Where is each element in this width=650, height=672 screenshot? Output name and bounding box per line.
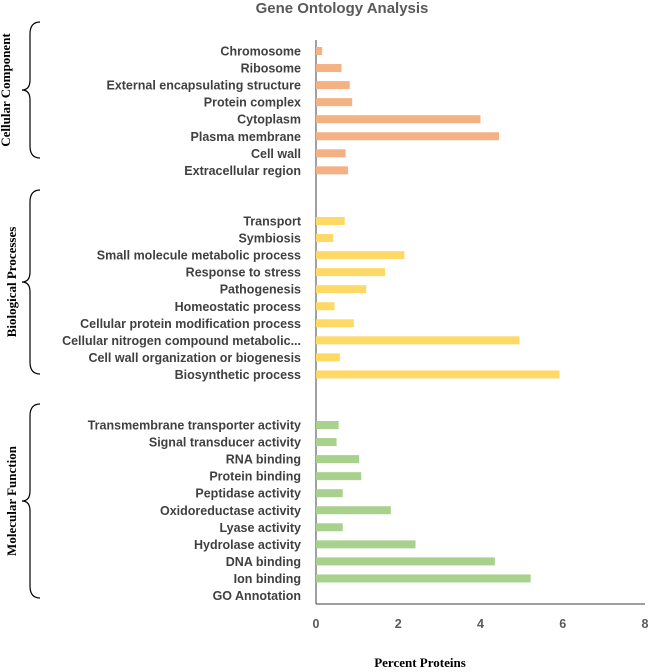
bar [316, 251, 405, 260]
chart-title: Gene Ontology Analysis [256, 0, 429, 17]
category-label: Protein complex [204, 96, 301, 110]
category-label: Hydrolase activity [194, 538, 301, 552]
bar [316, 489, 343, 498]
bar [316, 268, 386, 277]
bar [316, 285, 367, 294]
bar [316, 319, 354, 328]
category-label: Cytoplasm [237, 113, 301, 127]
bar [316, 217, 345, 225]
category-label: Symbiosis [238, 232, 301, 246]
category-label: Ribosome [241, 62, 301, 76]
x-tick-label: 4 [477, 617, 484, 631]
category-label: Signal transducer activity [149, 436, 301, 450]
bar [316, 234, 334, 243]
bar [316, 353, 340, 362]
category-label: Homeostatic process [175, 300, 301, 314]
category-label: Cellular nitrogen compound metabolic... [62, 334, 301, 348]
group-label: Cellular Component [0, 33, 13, 147]
bar [316, 421, 339, 429]
category-label: GO Annotation [213, 589, 301, 603]
category-label: Transmembrane transporter activity [88, 419, 301, 433]
category-label: Response to stress [186, 266, 301, 280]
category-label: Ion binding [234, 572, 301, 586]
bar [316, 64, 342, 73]
category-label: DNA binding [226, 555, 301, 569]
bar [316, 47, 323, 55]
bar [316, 370, 560, 379]
category-label: Extracellular region [184, 164, 301, 178]
category-label: Cellular protein modification process [80, 317, 301, 331]
x-tick-label: 2 [395, 617, 402, 631]
category-label: Pathogenesis [220, 283, 301, 297]
bar [316, 115, 481, 124]
category-label: Chromosome [220, 45, 301, 59]
bar [316, 166, 349, 175]
bar [316, 98, 353, 107]
group-brace [21, 403, 41, 599]
category-label: Lyase activity [219, 521, 301, 535]
group-brace [21, 21, 41, 159]
bar [316, 81, 350, 90]
group-label: Molecular Function [4, 445, 19, 556]
category-label: RNA binding [226, 453, 301, 467]
category-label: Oxidoreductase activity [160, 504, 301, 518]
bar [316, 455, 360, 464]
x-tick-label: 8 [642, 617, 649, 631]
bar [316, 523, 343, 532]
bar [316, 506, 391, 515]
bar [316, 438, 337, 447]
category-label: Small molecule metabolic process [97, 249, 301, 263]
plot-area: 0 2 4 6 8 Chromosome Ribosome External encapsul… [0, 21, 649, 631]
bar [316, 574, 531, 583]
bar [316, 302, 335, 311]
x-axis-label: Percent Proteins [374, 655, 466, 670]
bar [316, 149, 346, 158]
category-label: Cell wall organization or biogenesis [88, 351, 301, 365]
x-tick-label: 0 [313, 617, 320, 631]
bar [316, 472, 362, 481]
bar [316, 336, 520, 345]
group-brace [21, 189, 41, 375]
category-label: Peptidase activity [195, 487, 301, 501]
category-label: Transport [243, 215, 301, 229]
category-label: Plasma membrane [191, 130, 302, 144]
category-label: Cell wall [251, 147, 301, 161]
group-label: Biological Processes [4, 227, 19, 338]
category-label: Biosynthetic process [175, 368, 301, 382]
bar [316, 540, 416, 549]
x-tick-label: 6 [559, 617, 566, 631]
category-label: External encapsulating structure [106, 79, 301, 93]
bar [316, 132, 500, 141]
category-label: Protein binding [209, 470, 301, 484]
bar [316, 557, 495, 566]
